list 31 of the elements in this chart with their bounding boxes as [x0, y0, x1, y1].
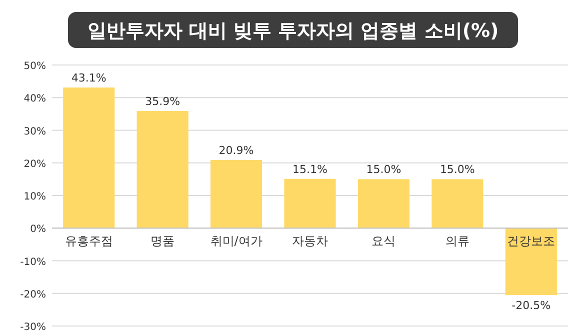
bar [63, 88, 115, 228]
y-tick-label: 10% [24, 192, 46, 202]
x-tick-label: 명품 [150, 234, 175, 248]
bar [284, 178, 336, 228]
x-tick-label: 유흥주점 [64, 234, 113, 248]
data-label: 15.0% [366, 163, 402, 176]
bar [505, 228, 557, 296]
x-tick-label: 자동차 [292, 234, 328, 248]
y-tick-label: 20% [24, 158, 46, 170]
chart-title: 일반투자자 대비 빚투 투자자의 업종별 소비(%) [87, 20, 499, 42]
y-tick-label: -30% [20, 322, 46, 332]
data-label: 35.9% [145, 95, 180, 108]
y-tick-label: 50% [24, 61, 46, 72]
data-label: 20.9% [218, 144, 254, 157]
x-tick-label: 의류 [445, 234, 470, 248]
y-tick-label: 40% [24, 94, 46, 105]
y-tick-label: 0% [30, 224, 46, 236]
y-tick-label: -10% [20, 256, 46, 268]
data-label: -20.5% [512, 299, 551, 312]
x-tick-label: 건강보조 [507, 234, 556, 248]
y-tick-label: 30% [24, 126, 46, 138]
bar [136, 111, 188, 228]
bar [358, 179, 410, 228]
x-tick-label: 요식 [372, 234, 396, 248]
x-tick-label: 취미/여가 [210, 234, 262, 248]
bar [432, 179, 484, 228]
data-label: 15.0% [440, 163, 475, 176]
y-tick-label: -20% [20, 289, 46, 300]
data-label: 15.1% [292, 162, 328, 176]
bar [210, 160, 262, 228]
data-label: 43.1% [71, 72, 106, 85]
